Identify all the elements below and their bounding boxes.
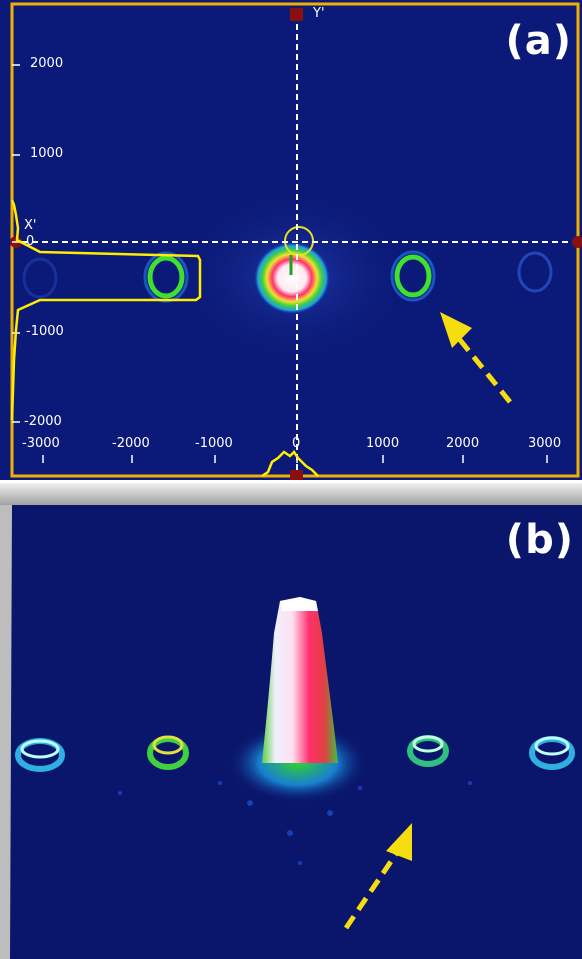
- crosshair-handle-top[interactable]: [290, 8, 303, 21]
- y-tick-label: 0: [26, 234, 35, 249]
- ring-peak-far-right: [529, 736, 575, 770]
- panel-label: (a): [505, 18, 572, 64]
- arrow-shaft: [343, 849, 401, 930]
- x-tick-label: 1000: [366, 436, 400, 451]
- panel-a-2d-intensity-map: (a) Y' X' 2000 1000 0 -1000 -2000 -3000 …: [0, 0, 582, 480]
- central-beam-spot: [254, 242, 330, 314]
- background-speckles: [118, 781, 472, 865]
- arrow-shaft: [450, 328, 512, 404]
- ring-peak-left: [147, 735, 189, 770]
- left-edge: [0, 505, 12, 959]
- central-peak: [262, 597, 338, 763]
- axis-y-name: Y': [313, 6, 325, 21]
- crosshair-handle-right[interactable]: [572, 236, 582, 248]
- panel-a-graphic: [10, 2, 582, 480]
- x-tick-label: -1000: [195, 436, 233, 451]
- x-tick-label: 2000: [446, 436, 480, 451]
- ring-far-left: [22, 257, 58, 299]
- x-tick-label: -2000: [112, 436, 150, 451]
- ring-peak-far-left: [15, 738, 65, 772]
- arrow-head: [440, 312, 472, 348]
- y-tick-label: 2000: [30, 56, 64, 71]
- ring-right: [394, 254, 432, 298]
- x-tick-label: 3000: [528, 436, 562, 451]
- y-tick-label: -2000: [24, 414, 62, 429]
- axis-x-name: X': [24, 218, 37, 233]
- horizontal-intensity-profile: [10, 199, 202, 421]
- y-axis-ticks: [12, 64, 20, 423]
- arrow-head: [386, 823, 412, 861]
- y-tick-label: -1000: [26, 324, 64, 339]
- y-tick-label: 1000: [30, 146, 64, 161]
- x-axis-ticks: [42, 455, 548, 463]
- panel-b-3d-intensity-surface: (b): [0, 483, 582, 959]
- ring-peak-right: [407, 735, 449, 767]
- top-strip: [0, 483, 582, 505]
- panel-b-graphic: [0, 483, 582, 959]
- ring-left: [147, 255, 185, 299]
- panel-label: (b): [505, 517, 574, 563]
- x-tick-label: 0: [292, 436, 301, 451]
- x-tick-label: -3000: [22, 436, 60, 451]
- ring-far-right: [517, 251, 553, 293]
- crosshair-handle-bottom[interactable]: [290, 470, 303, 480]
- vertical-intensity-profile: [261, 450, 319, 478]
